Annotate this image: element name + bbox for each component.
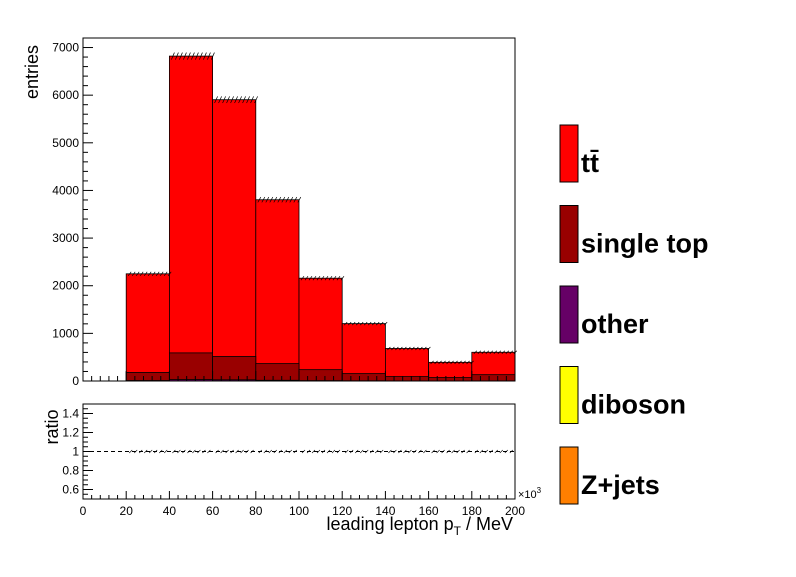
bar-tt--bin-0 — [126, 274, 169, 381]
x-axis-label-main: leading lepton p — [327, 514, 454, 534]
legend-swatch-z-jets — [560, 447, 578, 504]
x-tick-label-0: 0 — [80, 504, 87, 518]
legend-swatch-diboson — [560, 367, 578, 424]
x-tick-label-2: 40 — [163, 504, 177, 518]
legend-label-tt-: tt̄ — [581, 148, 599, 178]
legend-swatch-single-top — [560, 206, 578, 263]
x-axis-label-unit: / MeV — [461, 514, 513, 534]
bar-tt--bin-1 — [169, 56, 212, 381]
x-tick-label-1: 20 — [120, 504, 134, 518]
bar-tt--bin-4 — [299, 278, 342, 381]
legend-label-other: other — [581, 309, 649, 339]
legend-swatch-other — [560, 286, 578, 343]
bar-single-top-bin-3 — [256, 364, 299, 381]
bar-single-top-bin-0 — [126, 372, 169, 381]
x-tick-label-5: 100 — [289, 504, 309, 518]
ratio-error-bin-3 — [259, 450, 297, 453]
legend: tt̄ single top other diboson Z+jets — [560, 125, 709, 504]
legend-entry-tt-: tt̄ — [560, 125, 599, 182]
x-axis-multiplier-base: ×10 — [518, 489, 537, 501]
y-tick-label-2: 2000 — [52, 279, 79, 293]
y-tick-label-5: 5000 — [52, 136, 79, 150]
legend-label-single-top: single top — [581, 229, 709, 259]
legend-entry-diboson: diboson — [560, 367, 686, 424]
y-tick-label-1: 1000 — [52, 326, 79, 340]
ratio-y-axis-label: ratio — [42, 409, 62, 444]
ratio-y-tick-label-4: 1.4 — [62, 407, 79, 421]
bar-single-top-bin-6 — [385, 377, 428, 381]
y-axis-label: entries — [22, 45, 42, 99]
bar-tt--bin-2 — [213, 100, 256, 381]
legend-entry-single-top: single top — [560, 206, 709, 263]
bar-single-top-bin-5 — [342, 374, 385, 381]
ratio-y-tick-label-1: 0.8 — [62, 464, 79, 478]
main-plot-bars — [126, 56, 515, 381]
x-tick-label-3: 60 — [206, 504, 220, 518]
y-tick-label-0: 0 — [72, 374, 79, 388]
ratio-plot-content — [83, 450, 515, 453]
bar-single-top-bin-4 — [299, 370, 342, 381]
ratio-y-tick-label-3: 1.2 — [62, 426, 79, 440]
x-tick-label-4: 80 — [249, 504, 263, 518]
legend-entry-z-jets: Z+jets — [560, 447, 660, 504]
bar-single-top-bin-7 — [429, 378, 472, 381]
y-tick-label-3: 3000 — [52, 231, 79, 245]
x-axis-label: leading lepton pT / MeV — [327, 514, 513, 538]
legend-entry-other: other — [560, 286, 649, 343]
x-axis-multiplier: ×103 — [518, 486, 542, 501]
legend-label-z-jets: Z+jets — [581, 470, 660, 500]
legend-label-diboson: diboson — [581, 390, 686, 420]
ratio-error-bin-8 — [475, 450, 513, 453]
y-tick-label-7: 7000 — [52, 41, 79, 55]
bar-tt--bin-3 — [256, 200, 299, 381]
bar-single-top-bin-8 — [472, 375, 515, 381]
bar-tt--bin-6 — [385, 348, 428, 381]
legend-swatch-tt- — [560, 125, 578, 182]
x-axis-multiplier-exponent: 3 — [537, 486, 542, 495]
bar-tt--bin-5 — [342, 324, 385, 381]
ratio-y-tick-label-2: 1 — [72, 445, 79, 459]
bar-single-top-bin-1 — [169, 353, 212, 381]
ratio-y-tick-label-0: 0.6 — [62, 483, 79, 497]
y-tick-label-6: 6000 — [52, 88, 79, 102]
y-tick-label-4: 4000 — [52, 183, 79, 197]
bar-single-top-bin-2 — [213, 356, 256, 381]
